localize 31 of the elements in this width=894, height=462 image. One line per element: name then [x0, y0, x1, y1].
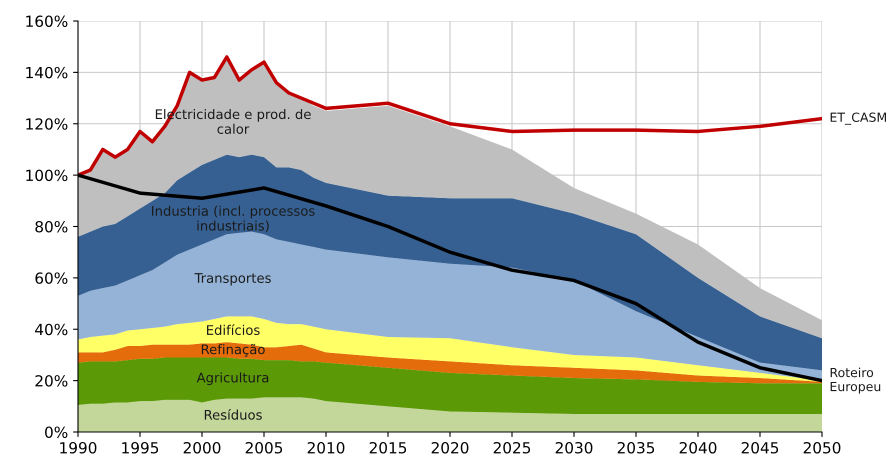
x-tick-label: 2025	[494, 442, 530, 454]
series-label: Edifícios	[207, 324, 260, 336]
y-tick-label: 40%	[35, 324, 68, 336]
x-tick-label: 2030	[556, 442, 592, 454]
series-label: Resíduos	[204, 409, 262, 420]
y-tick-label: 140%	[26, 66, 68, 78]
x-tick-label: 2020	[432, 442, 468, 454]
x-tick-label: 2005	[246, 442, 282, 454]
x-tick-label: 2035	[618, 442, 654, 454]
series-label: ET_CASM	[830, 112, 886, 125]
series-label: Roteiro Europeu	[830, 368, 880, 394]
y-tick-label: 100%	[26, 170, 68, 182]
x-tick-label: 2010	[308, 442, 344, 454]
x-tick-label: 2050	[804, 442, 840, 454]
series-label: Industria (incl. processos industriais)	[152, 206, 315, 232]
series-label: Agricultura	[196, 372, 268, 386]
x-tick-label: 2045	[742, 442, 778, 454]
x-tick-label: 2000	[184, 442, 220, 454]
y-tick-label: 0%	[45, 426, 68, 438]
y-tick-label: 80%	[35, 220, 68, 233]
y-tick-label: 60%	[35, 272, 68, 284]
x-tick-label: 1995	[122, 442, 158, 454]
series-label: Transportes	[194, 273, 271, 286]
y-tick-label: 20%	[35, 375, 68, 387]
y-tick-label: 160%	[26, 15, 68, 28]
x-tick-label: 2015	[370, 442, 406, 454]
line-series	[78, 55, 822, 177]
x-tick-label: 1990	[60, 442, 96, 454]
y-tick-label: 120%	[26, 118, 68, 130]
x-tick-label: 2040	[680, 442, 716, 454]
series-label: Refinação	[202, 344, 265, 357]
